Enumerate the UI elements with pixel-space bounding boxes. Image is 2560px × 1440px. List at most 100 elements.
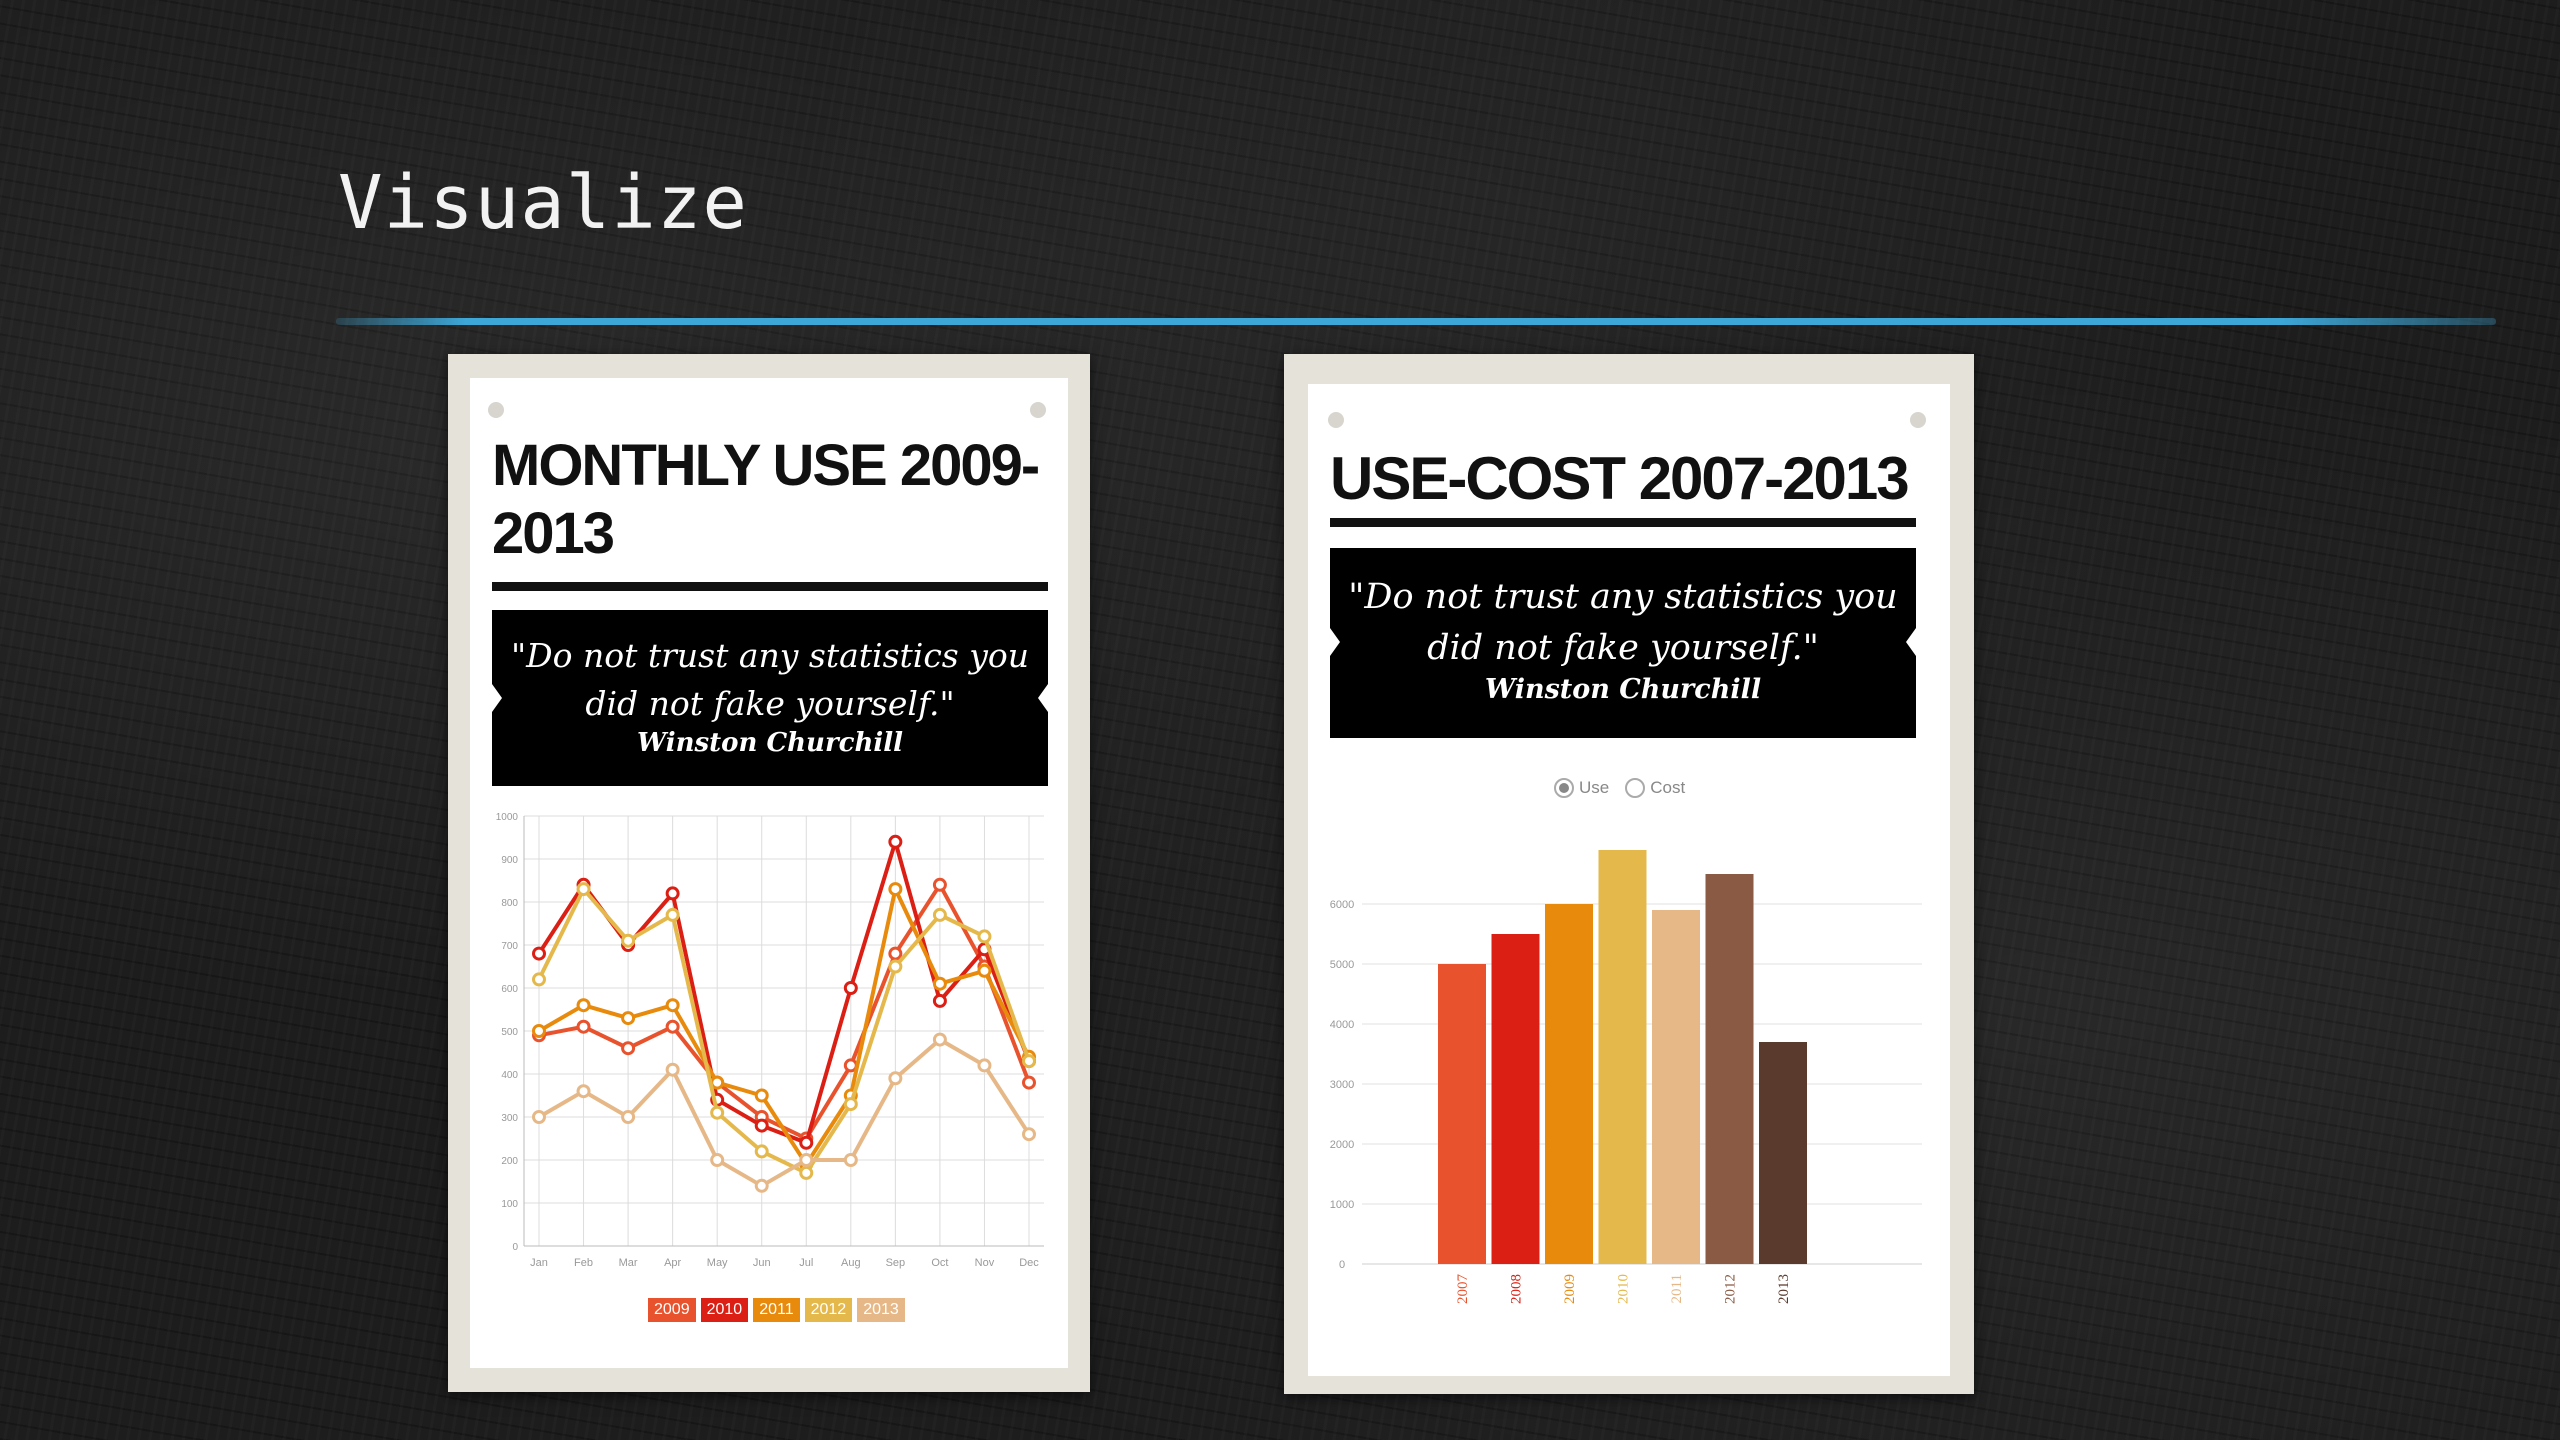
- data-point-2010: [843, 981, 858, 995]
- quote-box: "Do not trust any statistics you did not…: [1330, 548, 1916, 738]
- x-tick-label: Sep: [886, 1257, 906, 1269]
- quote-text: "Do not trust any statistics you did not…: [492, 610, 1048, 728]
- data-point-2009: [932, 877, 947, 892]
- title-underline: [1330, 518, 1916, 527]
- y-tick-label: 4000: [1330, 1019, 1354, 1031]
- legend-item-2012[interactable]: 2012: [804, 1298, 853, 1322]
- data-point-2009: [576, 1019, 591, 1034]
- quote-author: Winston Churchill: [1484, 673, 1762, 705]
- bar-2010: [1598, 850, 1647, 1264]
- quote-line2: did not fake yourself.": [585, 683, 955, 723]
- data-point-2012: [799, 1165, 814, 1180]
- toggle-use-label: Use: [1579, 778, 1610, 797]
- bar-2009: [1545, 904, 1593, 1264]
- toggle-cost-label: Cost: [1650, 778, 1686, 797]
- card-title-line2: 2013: [492, 501, 615, 567]
- quote-notch-right: [1038, 684, 1048, 712]
- title-underline: [492, 582, 1048, 591]
- x-tick-label: 2009: [1562, 1274, 1578, 1304]
- y-tick-label: 0: [512, 1242, 518, 1253]
- y-tick-label: 800: [501, 898, 518, 909]
- data-point-2011: [621, 1011, 636, 1026]
- card-title-line1: MONTHLY USE 2009-: [492, 433, 1040, 498]
- quote-line1: "Do not trust any statistics you: [510, 636, 1029, 675]
- data-point-2012: [754, 1144, 769, 1159]
- y-tick-label: 1000: [496, 812, 519, 823]
- data-point-2011: [532, 1024, 546, 1038]
- data-point-2009: [665, 1019, 680, 1034]
- data-point-2010: [888, 834, 903, 849]
- pin-left: [1328, 412, 1344, 428]
- use-cost-card: USE-COST 2007-2013 "Do not trust any sta…: [1284, 354, 1974, 1394]
- x-tick-label: Aug: [841, 1257, 861, 1269]
- data-point-2013: [799, 1153, 814, 1167]
- data-point-2009: [621, 1041, 636, 1056]
- quote-line2: did not fake yourself.": [1427, 627, 1819, 668]
- x-tick-label: 2008: [1509, 1274, 1525, 1304]
- x-tick-label: Jul: [799, 1257, 813, 1269]
- monthly-use-card: MONTHLY USE 2009- 2013 "Do not trust any…: [448, 354, 1090, 1392]
- legend-item-2009[interactable]: 2009: [648, 1298, 696, 1322]
- card-title: MONTHLY USE 2009- 2013: [492, 432, 1062, 569]
- slide-title: Visualize: [338, 160, 748, 246]
- quote-line1: "Do not trust any statistics you: [1348, 577, 1898, 617]
- radio-cost[interactable]: [1625, 778, 1646, 798]
- data-point-2009: [888, 946, 903, 961]
- bar-2008: [1491, 934, 1540, 1264]
- y-tick-label: 3000: [1330, 1079, 1354, 1091]
- quote-text: "Do not trust any statistics you did not…: [1330, 548, 1916, 674]
- toggle-option-cost[interactable]: Cost: [1625, 778, 1685, 798]
- y-tick-label: 0: [1339, 1259, 1345, 1271]
- y-tick-label: 100: [501, 1199, 518, 1210]
- legend-item-2013[interactable]: 2013: [857, 1298, 905, 1322]
- data-point-2012: [710, 1105, 725, 1120]
- data-point-2010: [754, 1118, 769, 1133]
- data-point-2013: [1022, 1127, 1036, 1142]
- legend-item-2010[interactable]: 2010: [700, 1298, 749, 1322]
- x-tick-label: Jun: [753, 1257, 771, 1269]
- data-point-2013: [888, 1071, 903, 1086]
- data-point-2013: [977, 1058, 992, 1073]
- series-line-2013: [537, 1037, 1031, 1188]
- data-point-2011: [932, 976, 947, 991]
- quote-notch-left: [492, 684, 502, 712]
- data-point-2013: [621, 1110, 636, 1124]
- x-tick-label: 2012: [1723, 1274, 1739, 1304]
- quote-notch-left: [1330, 628, 1340, 656]
- data-point-2009: [1022, 1075, 1036, 1090]
- data-point-2013: [710, 1153, 725, 1167]
- x-tick-label: Oct: [931, 1257, 948, 1269]
- data-point-2012: [665, 907, 680, 922]
- data-point-2012: [1022, 1054, 1036, 1069]
- data-point-2012: [977, 929, 992, 944]
- toggle-option-use[interactable]: Use: [1554, 778, 1609, 798]
- legend-item-2011[interactable]: 2011: [753, 1298, 800, 1322]
- bar-2011: [1652, 910, 1700, 1264]
- data-point-2012: [932, 907, 947, 922]
- data-point-2012: [532, 972, 546, 987]
- data-point-2013: [843, 1153, 858, 1167]
- x-tick-label: Apr: [664, 1257, 681, 1269]
- y-tick-label: 700: [501, 941, 518, 952]
- bar-2013: [1759, 1042, 1807, 1264]
- use-bar-chart: 0100020003000400050006000litres200720082…: [1330, 850, 1922, 1304]
- x-tick-label: 2010: [1616, 1274, 1632, 1304]
- data-point-2011: [710, 1075, 725, 1090]
- x-tick-label: Dec: [1019, 1257, 1039, 1269]
- x-tick-label: May: [707, 1257, 728, 1269]
- y-tick-label: 5000: [1330, 959, 1354, 971]
- pin-right: [1030, 402, 1046, 418]
- card-paper: USE-COST 2007-2013 "Do not trust any sta…: [1308, 384, 1950, 1376]
- chart-legend: 2009 2010 2011 2012 2013: [648, 1298, 905, 1322]
- card-paper: MONTHLY USE 2009- 2013 "Do not trust any…: [470, 378, 1068, 1368]
- x-tick-label: 2013: [1776, 1274, 1792, 1304]
- data-point-2010: [532, 946, 546, 961]
- data-point-2012: [888, 959, 903, 974]
- y-tick-label: 400: [501, 1070, 518, 1081]
- monthly-line-chart: 0 100 200 300 400 500 600 700 800 900 1000 Jan Feb Ma…: [496, 812, 1044, 1269]
- data-point-2011: [888, 882, 903, 897]
- y-tick-label: 6000: [1330, 899, 1354, 911]
- radio-use[interactable]: [1554, 778, 1574, 798]
- x-tick-label: Nov: [975, 1257, 995, 1269]
- data-point-2013: [665, 1062, 680, 1077]
